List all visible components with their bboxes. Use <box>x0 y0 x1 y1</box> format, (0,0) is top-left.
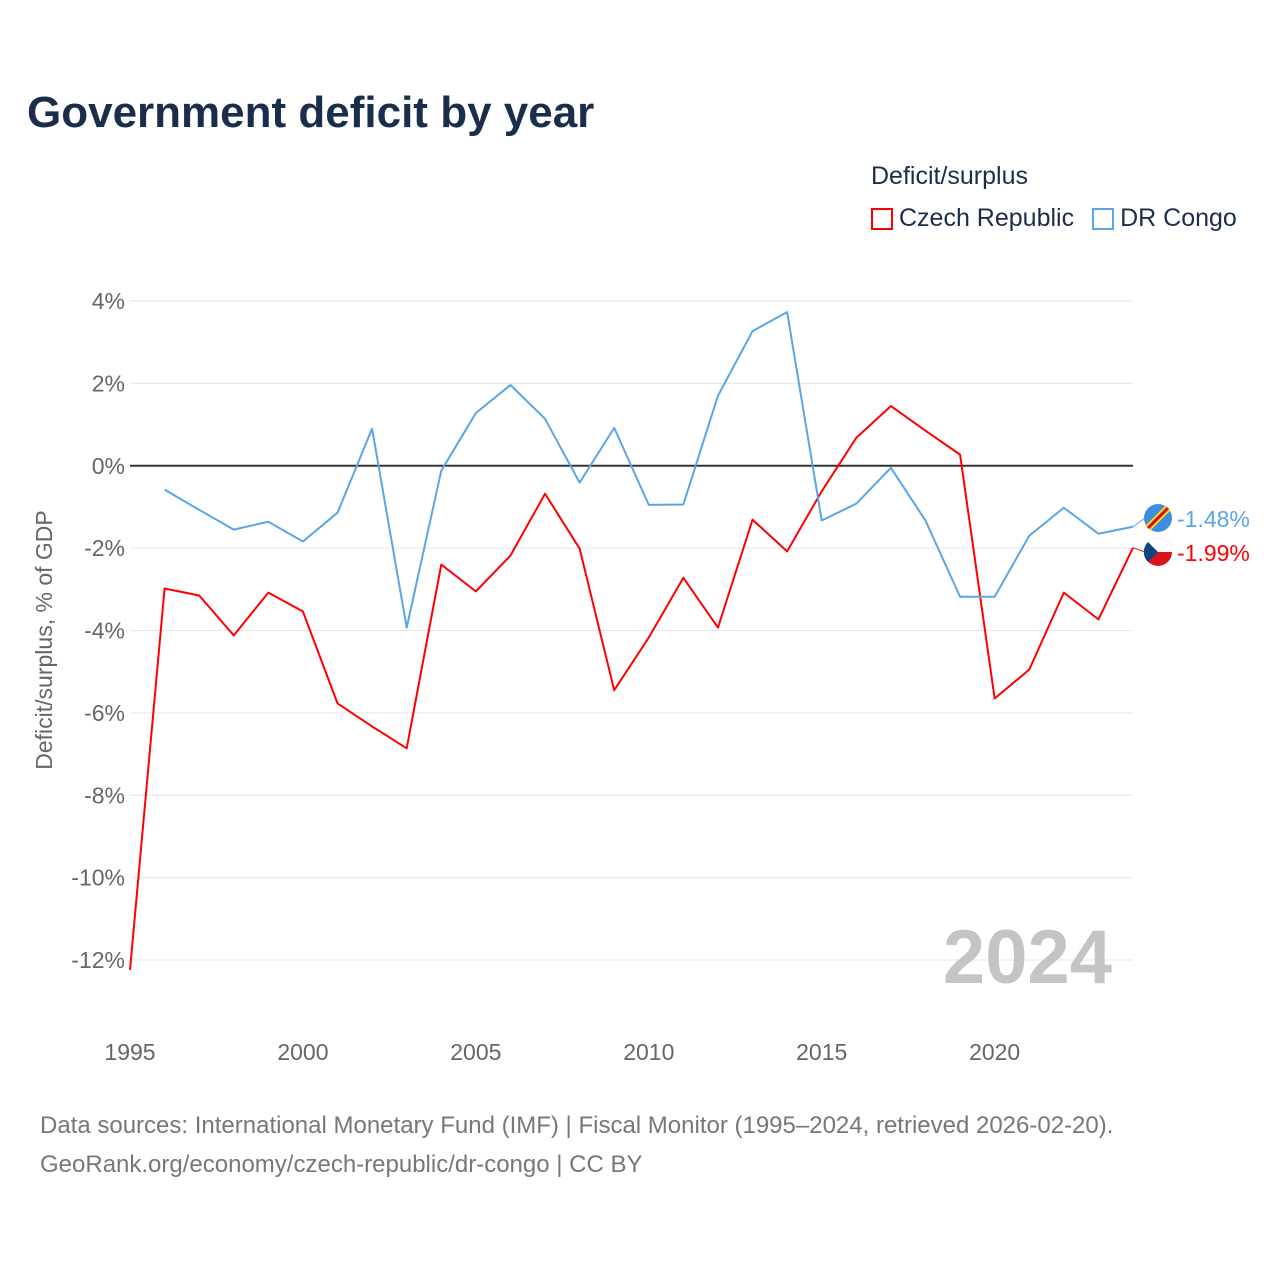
end-value-label: -1.99% <box>1177 540 1250 566</box>
flag-stripe <box>1146 506 1170 530</box>
x-tick-label: 2015 <box>796 1039 847 1065</box>
y-tick-label: -12% <box>71 947 125 973</box>
legend-label: DR Congo <box>1120 204 1237 232</box>
y-tick-label: -8% <box>84 782 125 808</box>
legend: Czech Republic DR Congo <box>871 204 1237 233</box>
y-tick-label: 0% <box>92 453 125 479</box>
x-tick-label: 2005 <box>450 1039 501 1065</box>
year-watermark: 2024 <box>943 915 1112 1000</box>
source-text: Data sources: International Monetary Fun… <box>40 1112 1114 1139</box>
legend-item-czech-republic[interactable]: Czech Republic <box>871 204 1074 233</box>
legend-title: Deficit/surplus <box>871 162 1028 190</box>
legend-swatch <box>1092 207 1115 230</box>
x-tick-label: 2000 <box>277 1039 328 1065</box>
series-line-dr-congo <box>164 311 1134 629</box>
x-tick-label: 1995 <box>104 1039 155 1065</box>
footer: Data sources: International Monetary Fun… <box>40 1106 1113 1184</box>
series-line-czech-republic <box>129 405 1134 970</box>
end-value-label: -1.48% <box>1177 506 1250 532</box>
y-tick-label: -6% <box>84 700 125 726</box>
chart-title: Government deficit by year <box>27 88 595 137</box>
legend-item-dr-congo[interactable]: DR Congo <box>1092 204 1237 233</box>
legend-label: Czech Republic <box>899 204 1075 232</box>
x-tick-label: 2020 <box>969 1039 1020 1065</box>
flag-triangle <box>1143 542 1158 562</box>
y-tick-label: -2% <box>84 535 125 561</box>
attribution-link[interactable]: GeoRank.org/economy/czech-republic/dr-co… <box>40 1151 643 1178</box>
x-tick-label: 2010 <box>623 1039 674 1065</box>
y-tick-label: -10% <box>71 865 125 891</box>
y-tick-label: 2% <box>92 370 125 396</box>
leader-line <box>1132 517 1146 528</box>
y-tick-label: -4% <box>84 618 125 644</box>
leader-line <box>1132 547 1146 553</box>
y-axis-label: Deficit/surplus, % of GDP <box>31 510 57 769</box>
y-tick-label: 4% <box>92 288 125 314</box>
legend-swatch <box>871 207 893 230</box>
